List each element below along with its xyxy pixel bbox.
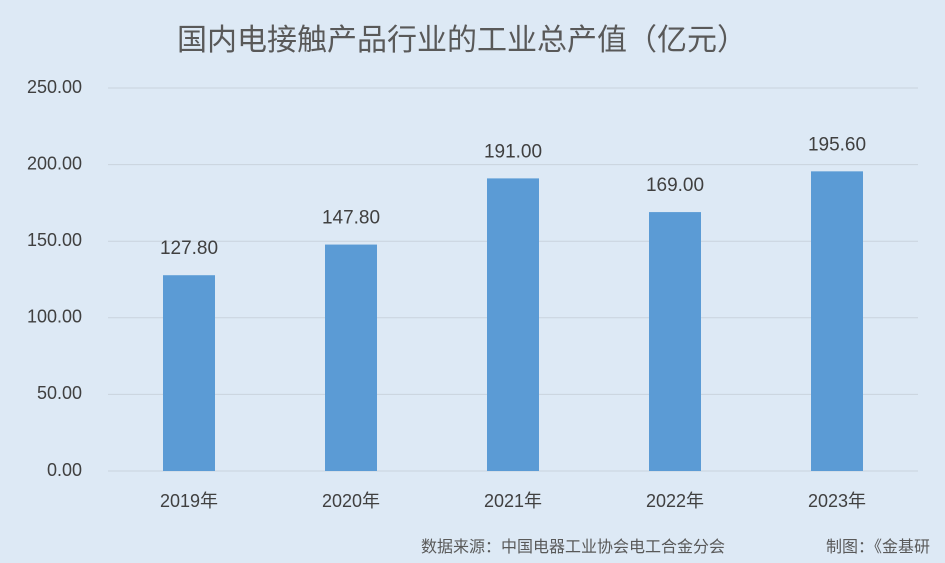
y-tick-label: 0.00	[47, 460, 82, 480]
chart-title: 国内电接触产品行业的工业总产值（亿元）	[177, 24, 747, 57]
value-label: 195.60	[808, 134, 866, 155]
credit-note: 制图：《金基研	[826, 538, 930, 556]
bar	[325, 244, 377, 471]
y-tick-label: 200.00	[27, 153, 82, 173]
bar	[163, 275, 215, 471]
value-label: 191.00	[484, 141, 542, 162]
value-label: 147.80	[322, 208, 380, 229]
value-label: 169.00	[646, 175, 704, 196]
y-tick-label: 250.00	[27, 77, 82, 97]
x-tick-label: 2022年	[646, 491, 704, 511]
y-tick-label: 100.00	[27, 307, 82, 327]
x-tick-label: 2020年	[322, 491, 380, 511]
y-tick-label: 50.00	[37, 383, 82, 403]
x-tick-label: 2019年	[160, 491, 218, 511]
y-tick-label: 150.00	[27, 230, 82, 250]
x-tick-label: 2023年	[808, 491, 866, 511]
bar	[649, 212, 701, 472]
bar	[487, 178, 539, 471]
source-note: 数据来源：中国电器工业协会电工合金分会	[421, 538, 725, 556]
value-label: 127.80	[160, 238, 218, 259]
x-tick-label: 2021年	[484, 491, 542, 511]
bar	[811, 171, 863, 471]
